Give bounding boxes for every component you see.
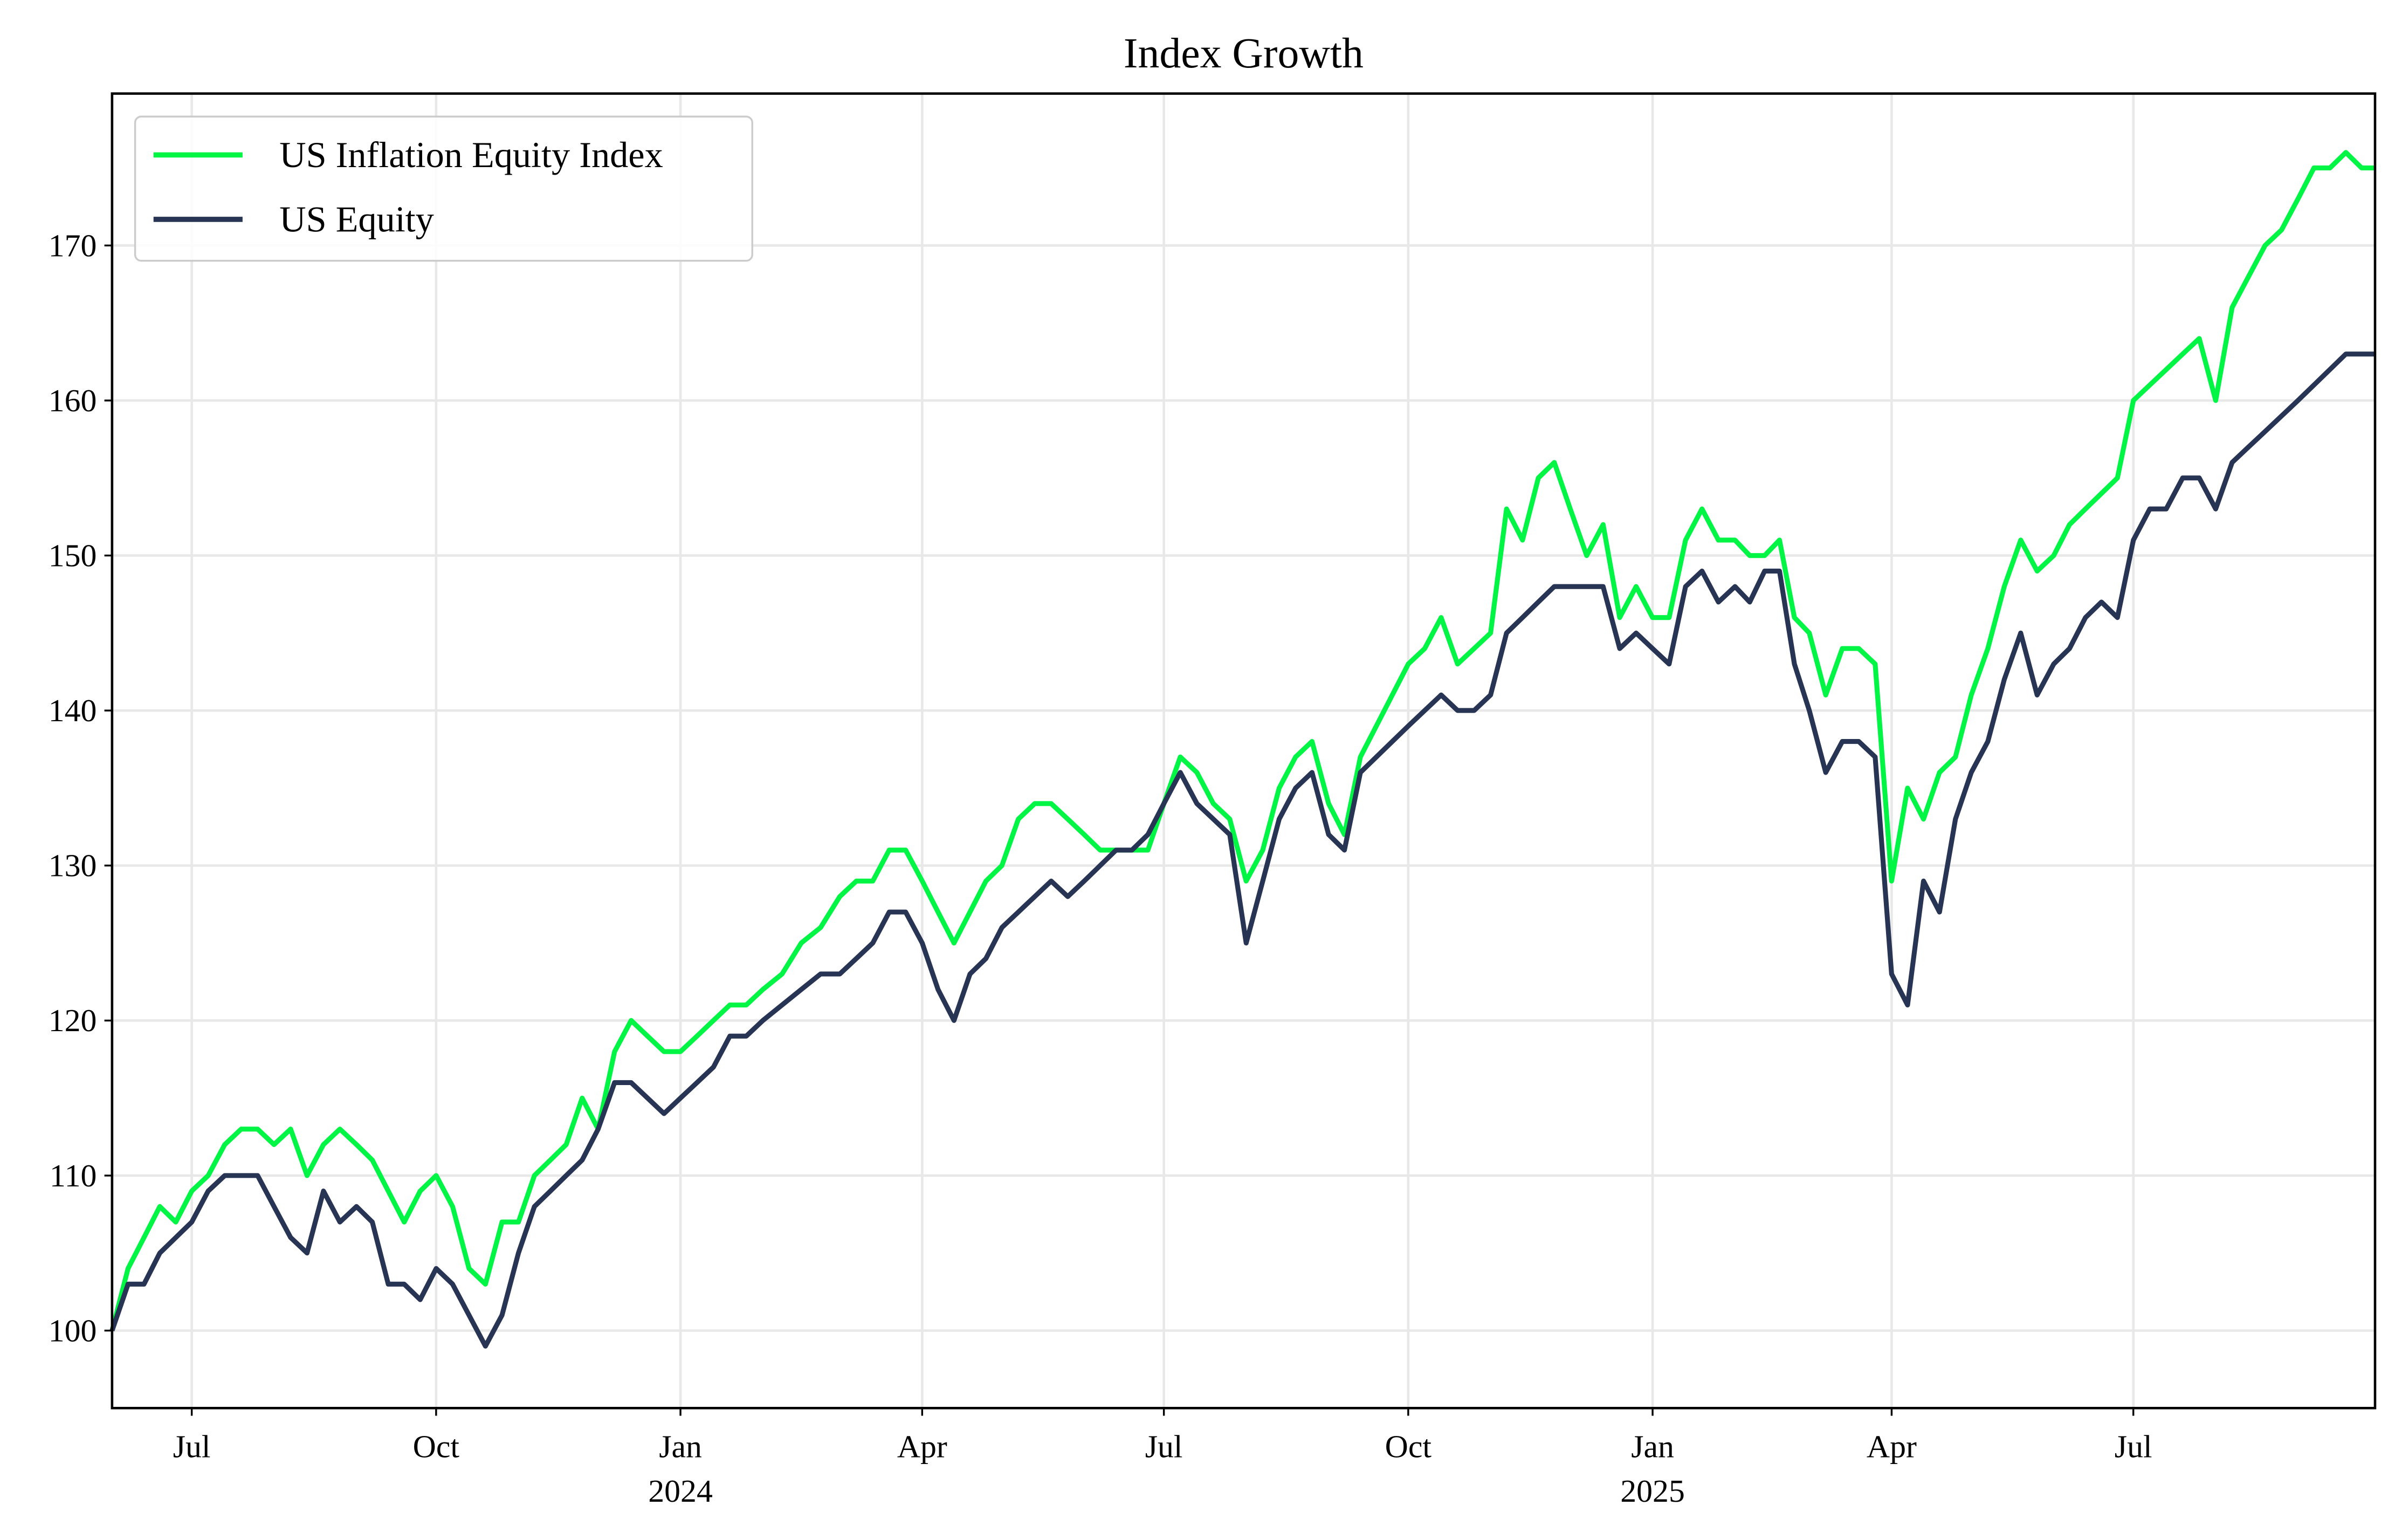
x-axis-ticks: Jul Oct Jan 2024 Apr Jul Oct Jan 2025 Apr Jul bbox=[173, 1408, 2152, 1509]
x-tick-year-label: 2025 bbox=[1620, 1473, 1685, 1509]
y-tick-label: 100 bbox=[49, 1313, 97, 1348]
legend: US Inflation Equity Index US Equity bbox=[134, 115, 753, 262]
x-tick-label: Jul bbox=[1145, 1428, 1183, 1464]
x-tick-label: Jul bbox=[2115, 1428, 2152, 1464]
series-lines bbox=[109, 150, 2375, 1349]
x-tick-label: Jan bbox=[659, 1428, 702, 1464]
x-tick-label: Jan bbox=[1631, 1428, 1674, 1464]
y-axis-ticks: 100 110 120 130 140 150 160 170 bbox=[49, 227, 112, 1348]
x-tick-label: Apr bbox=[1867, 1428, 1917, 1464]
plot-frame bbox=[111, 92, 2377, 1410]
series-line-us-equity bbox=[109, 351, 2375, 1349]
y-tick-label: 160 bbox=[49, 383, 97, 418]
x-tick-label: Oct bbox=[1385, 1428, 1432, 1464]
y-tick-label: 130 bbox=[49, 848, 97, 883]
y-tick-label: 120 bbox=[49, 1003, 97, 1038]
legend-box bbox=[134, 115, 753, 262]
y-tick-label: 140 bbox=[49, 693, 97, 728]
x-tick-label: Oct bbox=[413, 1428, 460, 1464]
x-tick-year-label: 2024 bbox=[648, 1473, 713, 1509]
x-tick-label: Apr bbox=[897, 1428, 947, 1464]
y-tick-label: 150 bbox=[49, 538, 97, 574]
y-tick-label: 110 bbox=[50, 1158, 97, 1193]
y-tick-label: 170 bbox=[49, 227, 97, 263]
x-tick-label: Jul bbox=[173, 1428, 211, 1464]
chart-title: Index Growth bbox=[1124, 30, 1364, 77]
legend-label-us-equity: US Equity bbox=[279, 199, 434, 240]
legend-label-us-inflation-equity-index: US Inflation Equity Index bbox=[279, 134, 663, 175]
series-line-us-inflation-equity-index bbox=[109, 150, 2375, 1331]
